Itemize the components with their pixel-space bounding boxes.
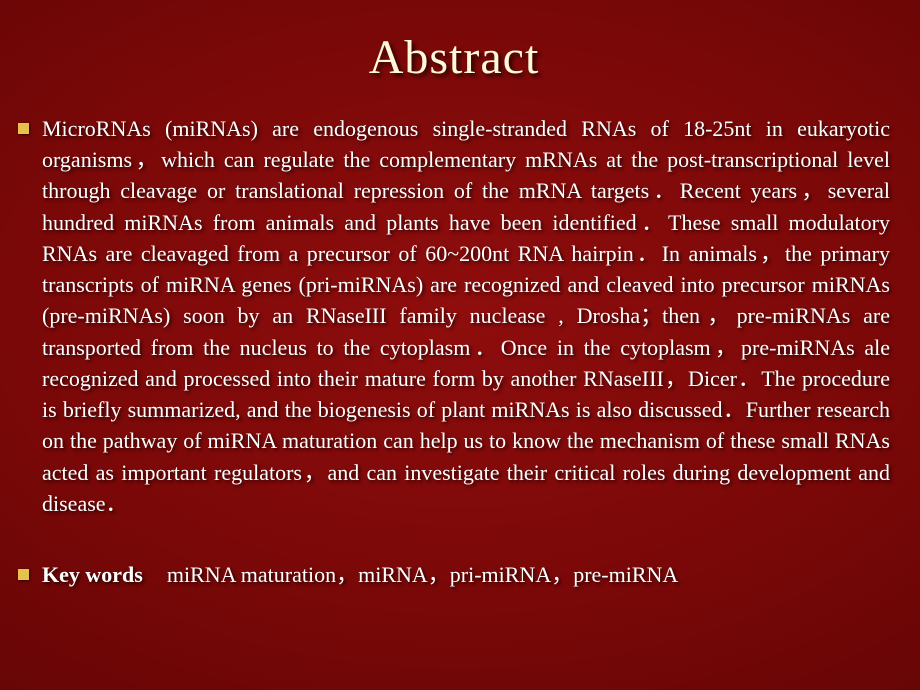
slide-body: MicroRNAs (miRNAs) are endogenous single… [18, 113, 890, 590]
bullet-abstract: MicroRNAs (miRNAs) are endogenous single… [18, 113, 890, 519]
keywords-label: Key words [42, 562, 143, 587]
slide-container: Abstract MicroRNAs (miRNAs) are endogeno… [0, 0, 920, 690]
abstract-text: MicroRNAs (miRNAs) are endogenous single… [42, 116, 890, 516]
keywords-text: miRNA maturation，miRNA，pri-miRNA，pre-miR… [167, 562, 678, 587]
bullet-keywords: Key words miRNA maturation，miRNA，pri-miRN… [18, 559, 890, 590]
slide-title: Abstract [18, 30, 890, 85]
